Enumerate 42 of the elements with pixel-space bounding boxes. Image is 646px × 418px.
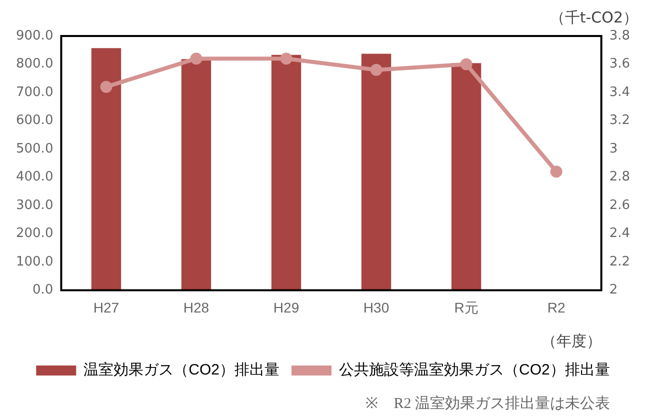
point	[370, 64, 382, 76]
y-tick-label: 700.0	[16, 84, 54, 100]
bar	[181, 59, 212, 290]
bar	[451, 63, 482, 290]
y2-tick-label: 2.6	[609, 198, 630, 213]
x-tick-label: H27	[93, 299, 120, 316]
y2-tick-label: 2.4	[609, 226, 630, 242]
point	[190, 52, 202, 65]
y-tick-label: 800.0	[16, 56, 54, 72]
y-tick-label: 900.0	[16, 28, 54, 44]
y-tick-label: 200.0	[16, 226, 54, 242]
y2-tick-label: 3	[609, 141, 618, 156]
point	[550, 166, 562, 178]
legend-label: 公共施設等温室効果ガス（CO2）排出量	[339, 362, 610, 379]
y2-tick-label: 3.8	[609, 28, 630, 44]
point	[100, 80, 112, 93]
y-tick-label: 300.0	[16, 198, 54, 213]
legend-label: 温室効果ガス（CO2）排出量	[84, 362, 280, 379]
x-tick-label: R2	[547, 299, 566, 316]
y2-tick-label: 2.8	[609, 170, 630, 185]
y-tick-label: 400.0	[16, 170, 54, 185]
text: ※ R2 温室効果ガス排出量は未公表	[364, 394, 610, 413]
y2-tick-label: 2.2	[609, 254, 630, 270]
y2-axis-title: （千t-CO2）	[550, 8, 638, 26]
x-tick-label: H28	[183, 299, 210, 316]
x-tick-label: R元	[454, 299, 478, 316]
y-tick-label: 100.0	[16, 254, 54, 270]
x-tick-label: H29	[273, 299, 300, 316]
x-axis-title: （年度）	[541, 333, 602, 350]
x-tick-label: H30	[363, 299, 390, 316]
y2-tick-label: 3.6	[609, 56, 630, 72]
y-tick-label: 600.0	[16, 113, 54, 128]
y-tick-label: 500.0	[16, 141, 54, 156]
y2-tick-label: 3.2	[609, 113, 630, 128]
y2-tick-label: 3.4	[609, 84, 630, 100]
bar	[91, 48, 122, 290]
point	[460, 58, 472, 70]
point	[280, 52, 292, 65]
bar	[361, 54, 392, 290]
y2-tick-label: 2	[609, 282, 618, 298]
y-tick-label: 0.0	[32, 282, 54, 298]
bar	[271, 54, 302, 290]
